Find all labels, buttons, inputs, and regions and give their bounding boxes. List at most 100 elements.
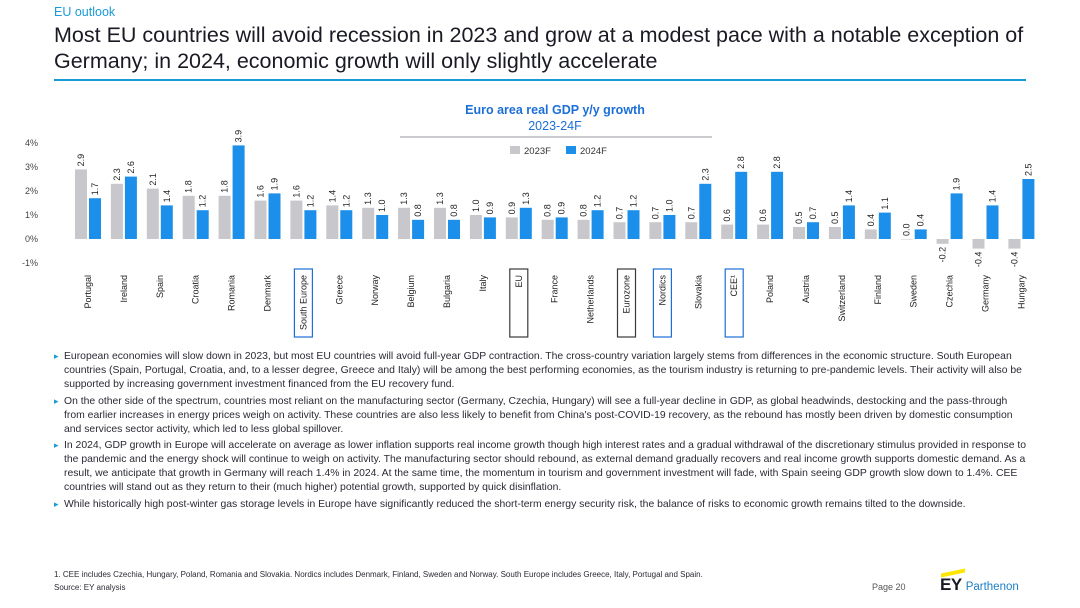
category-label: Italy <box>478 275 488 292</box>
bar-2023 <box>505 217 518 239</box>
data-label: 1.4 <box>844 190 854 203</box>
bar-2023 <box>613 222 626 239</box>
data-label: 1.2 <box>341 195 351 208</box>
bar-2024 <box>89 198 101 239</box>
category-highlight-box <box>724 268 744 338</box>
bar-2024 <box>950 193 963 239</box>
data-label: 1.3 <box>363 192 373 205</box>
bar-2023 <box>757 224 770 239</box>
bar-2023 <box>936 239 949 244</box>
data-label: 0.8 <box>449 204 459 217</box>
data-label: -0.4 <box>974 252 984 268</box>
bar-2024 <box>196 210 209 239</box>
data-label: 1.3 <box>435 192 445 205</box>
category-label: Greece <box>334 275 344 305</box>
bar-2024 <box>448 219 460 239</box>
data-label: 0.9 <box>507 202 517 215</box>
category-label: Belgium <box>406 275 416 308</box>
category-label: Germany <box>981 275 991 313</box>
data-label: 2.3 <box>112 168 122 181</box>
category-label: Austria <box>801 275 811 303</box>
bar-2023 <box>793 227 805 239</box>
data-label: 1.2 <box>198 195 208 208</box>
data-label: 2.6 <box>126 161 136 174</box>
category-label: Czechia <box>945 275 955 308</box>
bar-2024 <box>519 207 532 239</box>
y-tick-label: 2% <box>25 186 38 196</box>
bullet-arrow-icon: ▸ <box>54 499 59 510</box>
data-label: 2.8 <box>736 156 746 169</box>
data-label: 1.0 <box>471 199 481 212</box>
y-tick-label: 4% <box>25 138 38 148</box>
bar-2024 <box>663 215 676 239</box>
data-label: 1.7 <box>90 183 100 196</box>
data-label: 1.3 <box>521 192 531 205</box>
ey-parthenon-logo: EY Parthenon <box>940 568 1019 595</box>
legend-swatch <box>510 146 520 154</box>
bar-2024 <box>483 217 496 239</box>
data-label: 2.9 <box>76 154 86 167</box>
category-label: Switzerland <box>837 275 847 322</box>
bar-2023 <box>469 215 482 239</box>
data-label: 2.3 <box>700 168 710 181</box>
data-label: 0.7 <box>686 207 696 220</box>
data-label: 1.4 <box>162 190 172 203</box>
data-label: 2.8 <box>772 156 782 169</box>
data-label: 0.7 <box>615 207 625 220</box>
bar-2023 <box>290 200 303 239</box>
data-label: 1.0 <box>377 199 387 212</box>
bullet-text: While historically high post-winter gas … <box>64 499 966 511</box>
category-label: CEE¹ <box>729 275 739 297</box>
bullet-item: ▸ While historically high post-winter gas… <box>54 498 1029 512</box>
bar-2023 <box>1008 239 1021 249</box>
category-highlight-box <box>652 268 673 338</box>
legend-label: 2023F <box>524 146 551 157</box>
bar-2023 <box>110 183 123 239</box>
bar-2024 <box>304 210 317 239</box>
legend-swatch <box>566 146 576 154</box>
bullet-text: On the other side of the spectrum, count… <box>64 395 1013 435</box>
data-label: 1.4 <box>988 190 998 203</box>
bar-2024 <box>340 210 353 239</box>
data-label: 0.8 <box>543 204 553 217</box>
data-label: 0.6 <box>758 209 768 222</box>
data-label: 1.9 <box>952 178 962 191</box>
bar-2023 <box>218 195 231 239</box>
data-label: 1.8 <box>220 180 230 193</box>
category-label: Portugal <box>83 275 93 309</box>
category-label: South Europe <box>298 275 308 330</box>
data-label: 1.8 <box>184 180 194 193</box>
data-label: 1.6 <box>291 185 301 198</box>
data-label: 0.9 <box>557 202 567 215</box>
data-label: 0.9 <box>485 202 495 215</box>
bar-2023 <box>721 224 734 239</box>
bar-2024 <box>1022 179 1035 239</box>
legend-label: 2024F <box>580 146 607 157</box>
data-label: 1.6 <box>256 185 266 198</box>
bullet-item: ▸ European economies will slow down in 20… <box>54 350 1029 392</box>
commentary-bullets: ▸ European economies will slow down in 20… <box>54 350 1029 515</box>
bar-2024 <box>842 205 855 239</box>
category-label: Ireland <box>119 275 129 303</box>
bar-2023 <box>434 207 446 239</box>
bullet-arrow-icon: ▸ <box>54 440 59 451</box>
category-label: Nordics <box>657 275 667 306</box>
y-tick-label: 3% <box>25 162 38 172</box>
chart-subtitle: 2023-24F <box>528 119 582 133</box>
bar-2024 <box>412 219 425 239</box>
gdp-bar-chart: Euro area real GDP y/y growth 2023-24F 20… <box>22 103 1035 338</box>
bar-2024 <box>268 193 281 239</box>
bar-2024 <box>699 183 712 239</box>
data-label: 1.1 <box>880 197 890 210</box>
footnote: 1. CEE includes Czechia, Hungary, Poland… <box>54 570 703 579</box>
data-label: 2.1 <box>148 173 158 186</box>
bar-2024 <box>376 215 389 239</box>
bullet-item: ▸ On the other side of the spectrum, coun… <box>54 395 1029 437</box>
bar-2024 <box>807 222 819 239</box>
category-label: Bulgaria <box>442 275 452 308</box>
ey-logo-mark: EY <box>940 568 965 595</box>
bullet-text: In 2024, GDP growth in Europe will accel… <box>64 440 1027 494</box>
data-label: 1.0 <box>664 199 674 212</box>
bar-2023 <box>254 200 267 239</box>
y-tick-label: -1% <box>22 258 38 268</box>
